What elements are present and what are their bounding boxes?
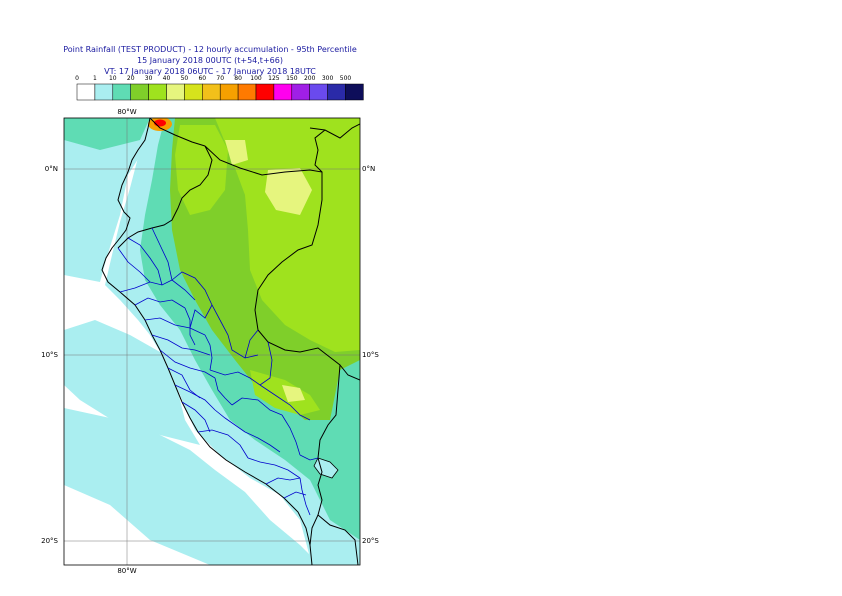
color-legend: 0 1 10 20 30 40 50 60 70 80 100 125 150 200 300 500 [75,75,364,101]
land-pale-patch-2 [225,140,248,165]
border-chile-bolivia [317,514,359,565]
legend-threshold-label: 200 [304,75,316,82]
coastal-rain-band-north [64,118,150,150]
border-colombia-brazil [314,129,326,173]
validity-time: VT: 17 January 2018 06UTC - 17 January 2… [104,67,316,76]
lon-label-bottom: 80°W [117,567,136,575]
lat-label-left-10S: 10°S [41,351,58,359]
legend-threshold-label: 70 [216,75,224,82]
chart-title: Point Rainfall (TEST PRODUCT) - 12 hourl… [63,45,357,54]
legend-threshold-label: 150 [286,75,298,82]
rain-hotspot-core [154,119,166,127]
legend-swatch [345,83,364,101]
land-pale-patch-3 [282,385,305,402]
border-ecuador-peru [117,145,213,249]
border-colombia-venezuela [309,123,360,139]
regional-borders [117,227,319,516]
legend-threshold-label: 1 [93,75,97,82]
lat-label-right-10S: 10°S [362,351,379,359]
land-lime-zone-north [175,125,228,215]
legend-threshold-label: 125 [268,75,280,82]
legend-threshold-label: 50 [181,75,189,82]
legend-threshold-label: 80 [234,75,242,82]
legend-threshold-label: 100 [250,75,262,82]
legend-threshold-label: 10 [109,75,117,82]
ocean-rain-band-north [64,118,150,282]
legend-threshold-label: 0 [75,75,79,82]
border-peru-bolivia [309,457,323,546]
lat-label-left-20S: 20°S [41,537,58,545]
legend-threshold-label: 60 [198,75,206,82]
lon-label-top: 80°W [117,108,136,116]
land-lime-zone-east [215,118,360,352]
legend-threshold-label: 500 [340,75,352,82]
lat-label-left-0N: 0°N [45,165,58,173]
lake-titicaca [313,457,339,479]
lat-label-right-20S: 20°S [362,537,379,545]
legend-threshold-label: 30 [145,75,153,82]
land-pale-patch-1 [265,168,312,215]
legend-threshold-label: 40 [163,75,171,82]
ocean-rain-band-central [64,320,200,445]
border-colombia-ecuador [149,118,206,147]
border-bolivia-brazil [339,364,360,381]
border-peru-colombia-brazil [204,145,341,459]
map-frame [63,117,361,566]
forecast-base-time: 15 January 2018 00UTC (t+54,t+66) [137,56,283,65]
ocean-rain-band-south [64,408,320,565]
legend-threshold-label: 20 [127,75,135,82]
lat-label-right-0N: 0°N [362,165,375,173]
legend-threshold-label: 300 [322,75,334,82]
